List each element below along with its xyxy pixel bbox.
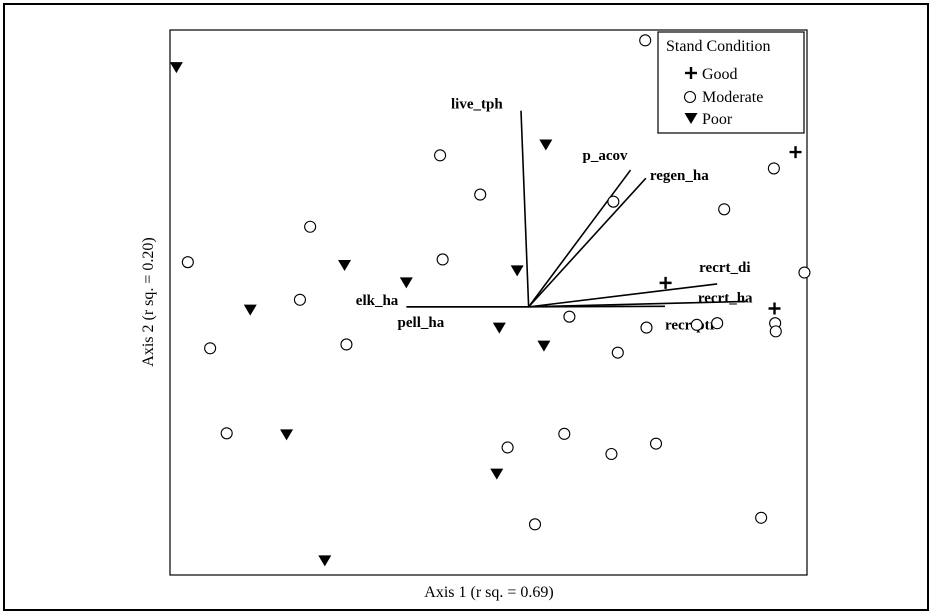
point-poor [243, 304, 257, 316]
legend-entry-good: Good [685, 66, 738, 83]
point-good [789, 146, 802, 159]
legend-circle-marker [683, 90, 697, 104]
point-poor [537, 340, 551, 352]
legend-triangle-marker [684, 113, 698, 124]
point-poor [318, 555, 332, 567]
legend-entry-moderate: Moderate [683, 89, 763, 106]
point-moderate [340, 338, 353, 351]
point-poor [490, 468, 504, 480]
point-moderate [769, 325, 782, 338]
point-moderate [718, 203, 731, 216]
point-moderate [640, 321, 653, 334]
vector-live-tph [520, 110, 530, 307]
point-poor [338, 259, 352, 271]
legend-box [657, 31, 805, 134]
legend-label-good: Good [702, 66, 738, 83]
point-moderate [690, 318, 703, 331]
point-poor [280, 429, 294, 441]
point-moderate [436, 253, 449, 266]
legend: Stand Condition Good Moderate Poor [657, 31, 805, 134]
point-moderate [434, 149, 447, 162]
point-good [659, 276, 672, 289]
point-poor [399, 277, 413, 289]
point-poor [510, 265, 524, 277]
point-moderate [563, 310, 576, 323]
point-poor [539, 139, 553, 151]
point-moderate [611, 346, 624, 359]
vector-layer: live_tphp_acovregen_harecrt_direcrt_hare… [356, 97, 753, 334]
vector-recrtptr [528, 305, 665, 308]
point-moderate [639, 34, 652, 47]
point-moderate [558, 427, 571, 440]
point-moderate [304, 220, 317, 233]
legend-plus-marker [685, 67, 697, 79]
point-moderate [204, 342, 217, 355]
figure-frame [3, 3, 929, 611]
vector-label-pell-ha: pell_ha [398, 315, 445, 331]
vector-regen-ha [528, 177, 647, 308]
point-moderate [607, 195, 620, 208]
vector-label-p-acov: p_acov [583, 148, 629, 164]
vector-label-recrt-di: recrt_di [699, 260, 750, 276]
legend-entry-poor: Poor [684, 111, 733, 128]
point-moderate [605, 447, 618, 461]
point-moderate [528, 518, 542, 531]
point-moderate [798, 266, 811, 279]
point-moderate [293, 293, 306, 306]
point-poor [492, 322, 506, 334]
point-moderate [649, 437, 663, 450]
vector-p-acov [527, 169, 632, 308]
legend-label-poor: Poor [702, 111, 733, 128]
vector-recrt-di [528, 283, 718, 308]
point-poor [169, 62, 183, 74]
point-moderate [767, 162, 780, 175]
legend-label-moderate: Moderate [702, 89, 763, 106]
point-moderate [474, 188, 487, 201]
vector-label-regen-ha: regen_ha [650, 168, 709, 184]
point-moderate [181, 256, 194, 269]
vector-label-elk-ha: elk_ha [356, 293, 399, 309]
point-moderate [220, 427, 233, 440]
x-axis-title: Axis 1 (r sq. = 0.69) [424, 584, 553, 601]
point-moderate [711, 317, 724, 330]
plot-area [169, 29, 808, 576]
vector-label-live-tph: live_tph [451, 97, 503, 113]
point-moderate [501, 441, 514, 454]
vector-label-recrt-ha: recrt_ha [698, 290, 753, 306]
point-moderate [755, 511, 768, 524]
y-axis-title: Axis 2 (r sq. = 0.20) [140, 237, 157, 366]
legend-title: Stand Condition [666, 38, 770, 55]
point-good [768, 302, 781, 315]
